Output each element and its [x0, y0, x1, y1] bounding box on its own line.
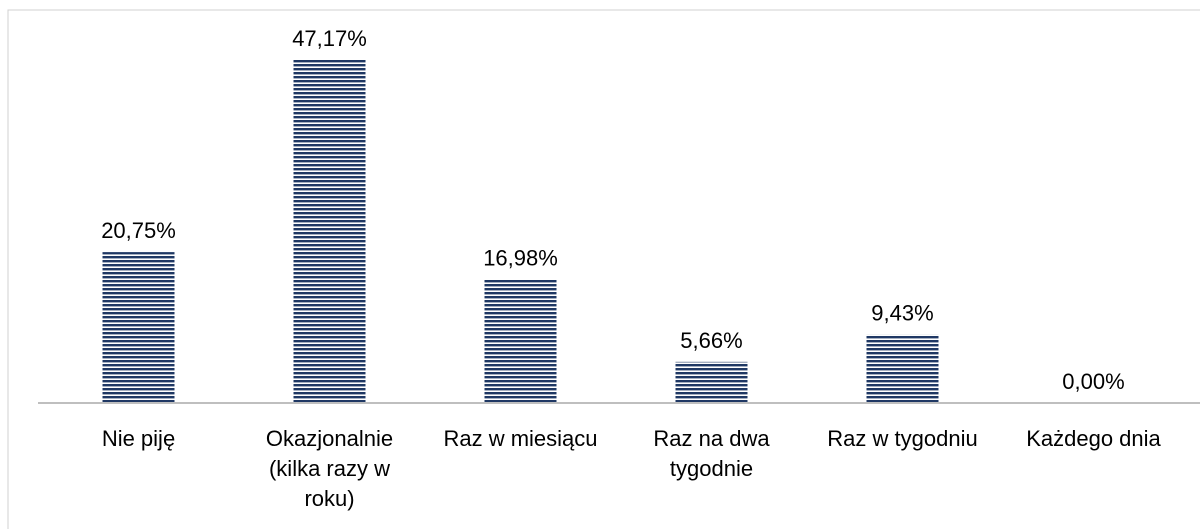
- data-label: 20,75%: [101, 218, 176, 243]
- data-label: 0,00%: [1062, 369, 1124, 394]
- x-tick-label: Okazjonalnie (kilka razy w roku): [265, 426, 394, 511]
- bar: [102, 252, 175, 403]
- x-tick-label: Nie piję: [101, 426, 176, 451]
- bar: [484, 279, 557, 403]
- x-tick-label: Raz w tygodniu: [827, 426, 978, 451]
- data-label: 16,98%: [483, 246, 558, 271]
- chart-border: [7, 9, 1200, 529]
- x-tick-label: Raz w miesiącu: [443, 426, 598, 451]
- bar: [675, 361, 748, 403]
- data-label: 5,66%: [680, 328, 742, 353]
- x-tick-label: Raz na dwa tygodnie: [653, 426, 770, 481]
- data-label: 47,17%: [292, 26, 367, 51]
- x-tick-label: Każdego dnia: [1026, 426, 1161, 451]
- bar: [293, 60, 366, 403]
- data-label: 9,43%: [871, 300, 933, 325]
- bar: [866, 334, 939, 403]
